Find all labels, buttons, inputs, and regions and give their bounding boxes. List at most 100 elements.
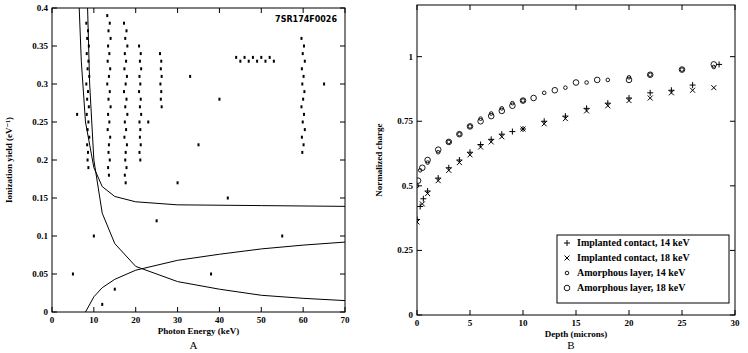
point	[140, 52, 142, 55]
point	[552, 87, 558, 93]
point	[138, 90, 140, 93]
legend-box	[557, 235, 729, 303]
point	[627, 98, 632, 103]
point	[147, 121, 149, 124]
point	[531, 95, 537, 101]
point	[626, 77, 632, 83]
x-tick-label: 25	[678, 318, 688, 328]
plot-frame	[417, 5, 735, 315]
point	[647, 72, 653, 78]
point	[252, 56, 254, 59]
curve	[85, 242, 345, 312]
legend-marker	[564, 285, 570, 291]
point	[304, 60, 306, 63]
figure: 01020304050607000.050.10.150.20.250.30.3…	[0, 0, 748, 353]
x-tick-label: 20	[625, 318, 635, 328]
point	[478, 145, 483, 150]
point	[108, 29, 110, 32]
point	[108, 52, 110, 55]
legend-label: Amorphous layer, 18 keV	[577, 282, 686, 293]
point	[88, 105, 90, 108]
y-axis-label: Ionization yield (eV⁻¹)	[4, 117, 14, 203]
point	[227, 197, 229, 200]
point	[269, 56, 271, 59]
point	[648, 73, 652, 77]
point	[109, 22, 111, 25]
y-tick	[52, 160, 345, 161]
point	[447, 140, 451, 144]
y-tick-label: 0.25	[32, 117, 48, 127]
point	[125, 181, 127, 184]
point	[420, 196, 426, 202]
point	[126, 29, 128, 32]
point	[138, 75, 140, 78]
point	[468, 152, 473, 157]
point	[109, 159, 111, 162]
point	[139, 105, 141, 108]
point	[139, 159, 141, 162]
point	[458, 132, 462, 136]
point	[300, 105, 302, 108]
point	[125, 128, 127, 131]
point	[303, 45, 305, 48]
point	[301, 136, 303, 139]
point	[126, 113, 128, 116]
x-tick-label: 30	[731, 318, 741, 328]
point	[124, 52, 126, 55]
point	[108, 174, 110, 177]
point	[520, 126, 526, 132]
y-tick-label: 0	[44, 307, 49, 317]
point	[140, 113, 142, 116]
point	[126, 143, 128, 146]
point	[300, 37, 302, 40]
x-tick-label: 20	[131, 315, 141, 325]
point	[108, 75, 110, 78]
point	[488, 113, 494, 119]
point	[520, 98, 526, 104]
point	[107, 60, 109, 63]
point	[108, 151, 110, 154]
point	[160, 60, 162, 63]
y-tick-label: 0.05	[32, 269, 48, 279]
point	[139, 136, 141, 139]
annotation: 7SR174F0026	[275, 15, 337, 24]
point	[108, 121, 110, 124]
point	[87, 90, 89, 93]
x-axis-label: Depth (microns)	[545, 329, 608, 339]
curve	[79, 8, 345, 206]
point	[304, 128, 306, 131]
point	[126, 166, 128, 169]
point	[248, 60, 250, 63]
y-tick	[52, 236, 345, 237]
point	[140, 67, 142, 70]
point	[110, 105, 112, 108]
point	[126, 75, 128, 78]
point	[125, 83, 127, 86]
point	[159, 52, 161, 55]
point	[302, 121, 304, 124]
y-tick-label: 0.15	[32, 193, 48, 203]
point	[594, 77, 600, 83]
y-tick	[417, 56, 735, 57]
x-tick	[470, 5, 471, 315]
point	[468, 125, 472, 129]
point	[140, 143, 142, 146]
point	[86, 98, 88, 101]
point	[139, 128, 141, 131]
point	[86, 52, 88, 55]
point	[123, 67, 125, 70]
x-tick-label: 30	[173, 315, 183, 325]
x-tick-label: 70	[341, 315, 351, 325]
x-tick-label: 40	[215, 315, 225, 325]
point	[499, 134, 504, 139]
point	[93, 235, 95, 238]
point	[680, 68, 684, 72]
point	[139, 60, 141, 63]
point	[260, 56, 262, 59]
panel-0: 01020304050607000.050.10.150.20.250.30.3…	[4, 3, 350, 351]
point	[510, 103, 516, 109]
x-tick-label: 50	[257, 315, 267, 325]
point	[303, 143, 305, 146]
point	[110, 37, 112, 40]
point	[87, 166, 89, 169]
